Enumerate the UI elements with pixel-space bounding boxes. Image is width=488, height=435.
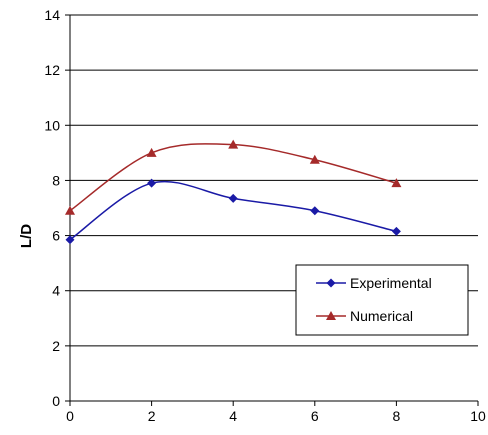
series-numerical — [65, 139, 402, 215]
legend-marker-numerical — [326, 311, 336, 320]
y-axis-label: L/D — [18, 224, 35, 248]
data-point-experimental — [310, 206, 320, 216]
data-point-numerical — [65, 205, 75, 215]
legend-label-experimental: Experimental — [350, 275, 432, 291]
data-point-experimental — [228, 193, 238, 203]
y-tick-label: 14 — [44, 7, 60, 23]
y-tick-label: 12 — [44, 62, 60, 78]
x-tick-label: 6 — [311, 408, 319, 424]
x-tick-label: 4 — [229, 408, 237, 424]
x-tick-label: 2 — [148, 408, 156, 424]
x-tick-label: 10 — [470, 408, 486, 424]
data-point-numerical — [146, 147, 157, 157]
axes — [65, 14, 479, 406]
x-tick-label: 8 — [393, 408, 401, 424]
legend: Experimental Numerical — [295, 264, 469, 336]
gridlines — [70, 14, 478, 347]
data-point-experimental — [147, 178, 157, 188]
legend-marker-experimental — [326, 278, 336, 288]
data-point-numerical — [309, 154, 320, 164]
data-point-experimental — [391, 226, 401, 236]
y-tick-labels: 0 2 4 6 8 10 12 14 — [44, 7, 60, 409]
x-tick-label: 0 — [66, 408, 74, 424]
series-line-experimental — [69, 180, 397, 241]
legend-box — [295, 264, 469, 336]
x-tick-labels: 0 2 4 6 8 10 — [66, 408, 486, 424]
legend-label-numerical: Numerical — [350, 308, 413, 324]
y-tick-label: 8 — [52, 172, 60, 188]
y-tick-label: 2 — [52, 338, 60, 354]
data-point-numerical — [391, 178, 402, 188]
y-tick-label: 4 — [52, 283, 60, 299]
y-tick-label: 0 — [52, 393, 60, 409]
series-group — [65, 139, 402, 245]
y-tick-label: 10 — [44, 117, 60, 133]
series-experimental — [65, 178, 401, 245]
y-tick-label: 6 — [52, 228, 60, 244]
data-point-numerical — [228, 139, 239, 149]
data-point-experimental — [65, 235, 75, 245]
